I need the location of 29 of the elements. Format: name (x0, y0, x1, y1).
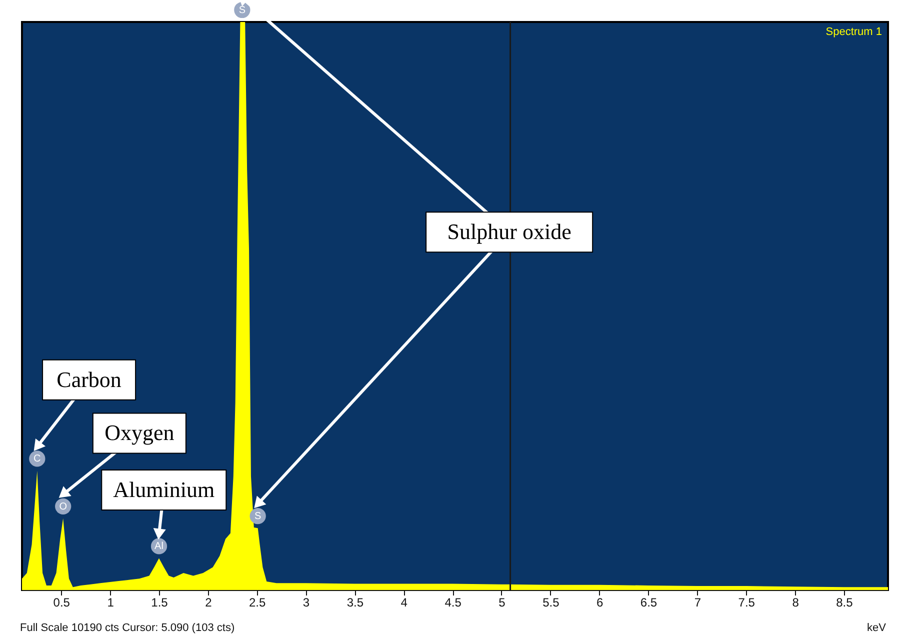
x-tick-label: 7.5 (738, 596, 756, 610)
annotation: Oxygen (104, 420, 174, 446)
annotation: Spectrum 1 (826, 26, 882, 38)
annotation: Carbon (56, 366, 122, 392)
x-tick-label: 4.5 (444, 596, 462, 610)
x-axis-title: keV (867, 622, 887, 634)
x-tick-label: 1 (107, 596, 114, 610)
x-tick-label: 6 (596, 596, 604, 610)
x-tick-label: 8.5 (836, 596, 854, 610)
x-tick-label: 0.5 (53, 596, 70, 610)
x-tick-label: 8 (792, 596, 800, 610)
annotation: Aluminium (113, 477, 215, 502)
x-tick-label: 5.5 (542, 596, 560, 610)
text: Full Scale 10190 cts Cursor: 5.090 (103 cts) (20, 622, 235, 634)
x-tick-label: 4 (400, 596, 408, 610)
annotation: C (34, 454, 41, 465)
x-tick-label: 7 (694, 596, 702, 610)
x-tick-label: 5 (498, 596, 506, 610)
x-tick-label: 1.5 (151, 596, 168, 610)
x-tick-label: 2 (205, 596, 212, 610)
x-tick-label: 3 (302, 596, 310, 610)
annotation: S (238, 5, 246, 16)
x-tick-label: 6.5 (640, 596, 658, 610)
annotation: O (59, 501, 68, 512)
annotation: Al (154, 541, 164, 552)
x-tick-label: 2.5 (249, 596, 266, 610)
x-tick-label: 3.5 (346, 596, 364, 610)
annotation: S (254, 511, 262, 522)
annotation: Sulphur oxide (447, 219, 572, 244)
